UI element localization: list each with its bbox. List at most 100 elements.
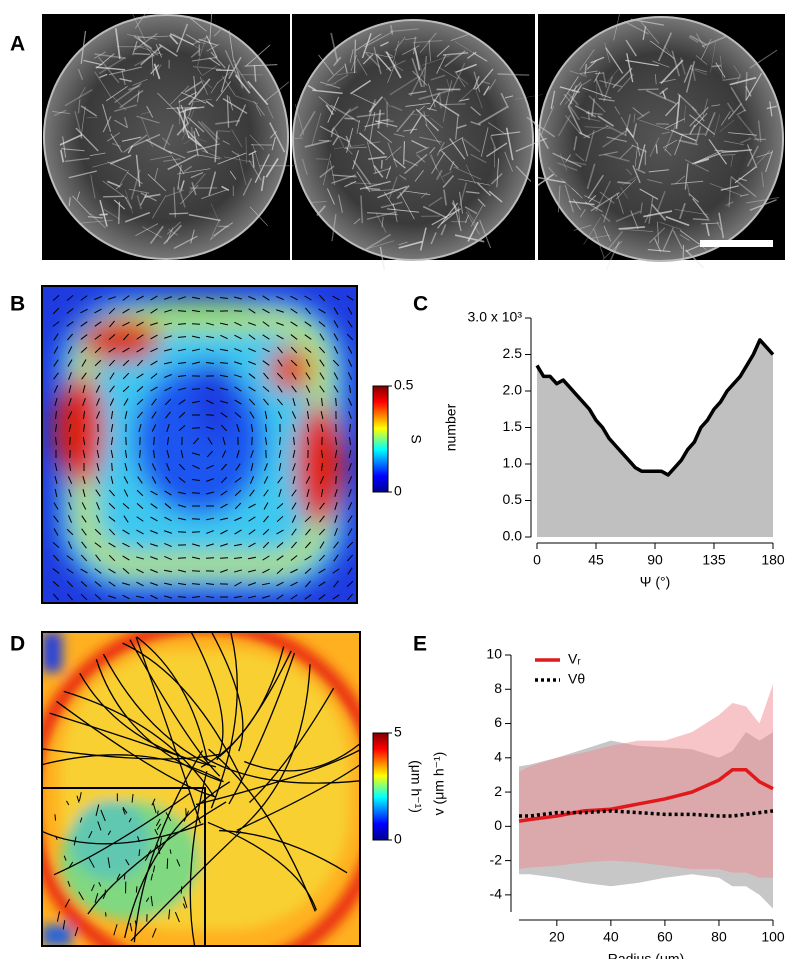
fibre [579,132,591,139]
fibre [590,56,605,64]
velocity-arrow [68,861,74,869]
fibre [548,167,558,177]
fibre [479,219,492,249]
director [207,437,213,445]
cell-disc [44,15,288,259]
director [94,346,102,354]
fibre [151,53,154,76]
director [319,385,325,393]
fibre [475,68,494,90]
director [94,359,102,367]
fibre [381,217,384,228]
streamline [236,763,360,831]
director [206,530,214,534]
fibre [356,58,368,76]
fibre [137,35,169,38]
fibre [294,137,304,140]
director [177,491,187,495]
fibre [208,57,221,66]
fibre [371,189,399,192]
velocity-arrow [168,909,171,920]
director [68,384,72,394]
fibre [87,215,103,219]
colorbar-tick-label: 5 [394,724,402,740]
fibre [375,118,390,123]
fibre [173,235,198,250]
fibre [490,135,497,151]
director [52,554,60,562]
fibre [642,26,647,41]
fibre [409,115,422,134]
fibre [114,28,121,60]
director [262,386,270,392]
director [136,581,144,587]
velocity-arrow [102,891,107,899]
fibre [678,202,686,220]
streamline [122,642,243,780]
fibre [656,190,666,212]
director [249,476,255,484]
velocity-arrow [73,836,77,846]
cell-disc [539,17,783,261]
director [249,411,255,419]
fibre [438,136,464,152]
y-tick-label: 0.5 [503,491,523,507]
fibre [118,201,121,224]
velocity-arrow [116,873,121,880]
fibre [679,230,700,245]
director [66,555,74,561]
fibre [719,119,735,132]
director [262,347,270,353]
fibre [379,41,389,47]
director [346,333,354,341]
director [150,490,158,496]
fibre [483,86,490,96]
director [276,309,284,313]
fibre [198,38,218,46]
director [276,542,284,548]
director [219,348,229,352]
fibre [648,197,654,224]
director [53,502,59,510]
fibre [588,95,606,113]
fibre [150,64,160,75]
director [136,359,144,367]
fibre [446,78,451,92]
fibre [344,146,367,149]
streamline [63,690,215,798]
fibre [366,211,398,220]
fibre [655,144,658,154]
fibre [393,158,406,169]
director [108,595,116,599]
fibre [193,76,197,98]
fibre [165,189,185,198]
fibre [567,92,579,106]
director [136,502,144,510]
fibre [375,212,387,233]
fibre [171,156,185,175]
fibre [350,55,357,72]
director [277,385,283,393]
frame [41,631,361,947]
director [333,307,339,315]
director [151,411,157,419]
fibre [749,49,778,69]
panel-label: C [413,293,428,316]
fibre [582,79,592,86]
director [95,476,101,484]
fibre [751,150,771,171]
fibre [746,144,758,169]
fibre [691,64,696,81]
fibre [255,105,262,116]
director [123,515,129,523]
director [81,541,87,549]
fibre [105,85,128,102]
fibre [569,105,580,121]
director [80,295,88,301]
director [220,334,228,340]
fibre [131,12,146,41]
velocity-arrow [151,928,157,938]
fibre [226,95,230,128]
director [191,596,201,598]
fibre [97,56,120,84]
